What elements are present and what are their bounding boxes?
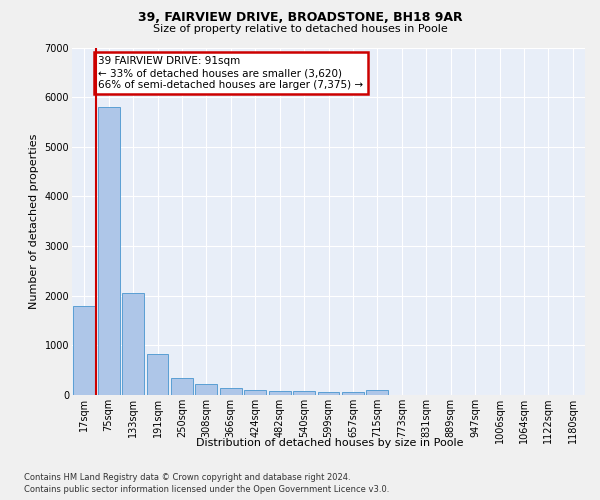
Text: Contains HM Land Registry data © Crown copyright and database right 2024.: Contains HM Land Registry data © Crown c…: [24, 472, 350, 482]
Text: 39 FAIRVIEW DRIVE: 91sqm
← 33% of detached houses are smaller (3,620)
66% of sem: 39 FAIRVIEW DRIVE: 91sqm ← 33% of detach…: [98, 56, 364, 90]
Bar: [367, 390, 388, 395]
Bar: [171, 378, 193, 395]
Bar: [244, 390, 266, 395]
Text: Distribution of detached houses by size in Poole: Distribution of detached houses by size …: [196, 438, 464, 448]
Bar: [317, 392, 340, 395]
Bar: [146, 354, 169, 395]
Bar: [122, 292, 144, 395]
Text: Contains public sector information licensed under the Open Government Licence v3: Contains public sector information licen…: [24, 485, 389, 494]
Bar: [196, 384, 217, 395]
Bar: [220, 388, 242, 395]
Bar: [98, 107, 119, 395]
Bar: [269, 391, 290, 395]
Bar: [342, 392, 364, 395]
Text: Size of property relative to detached houses in Poole: Size of property relative to detached ho…: [152, 24, 448, 34]
Bar: [293, 392, 315, 395]
Text: 39, FAIRVIEW DRIVE, BROADSTONE, BH18 9AR: 39, FAIRVIEW DRIVE, BROADSTONE, BH18 9AR: [137, 11, 463, 24]
Bar: [73, 306, 95, 395]
Y-axis label: Number of detached properties: Number of detached properties: [29, 134, 39, 309]
